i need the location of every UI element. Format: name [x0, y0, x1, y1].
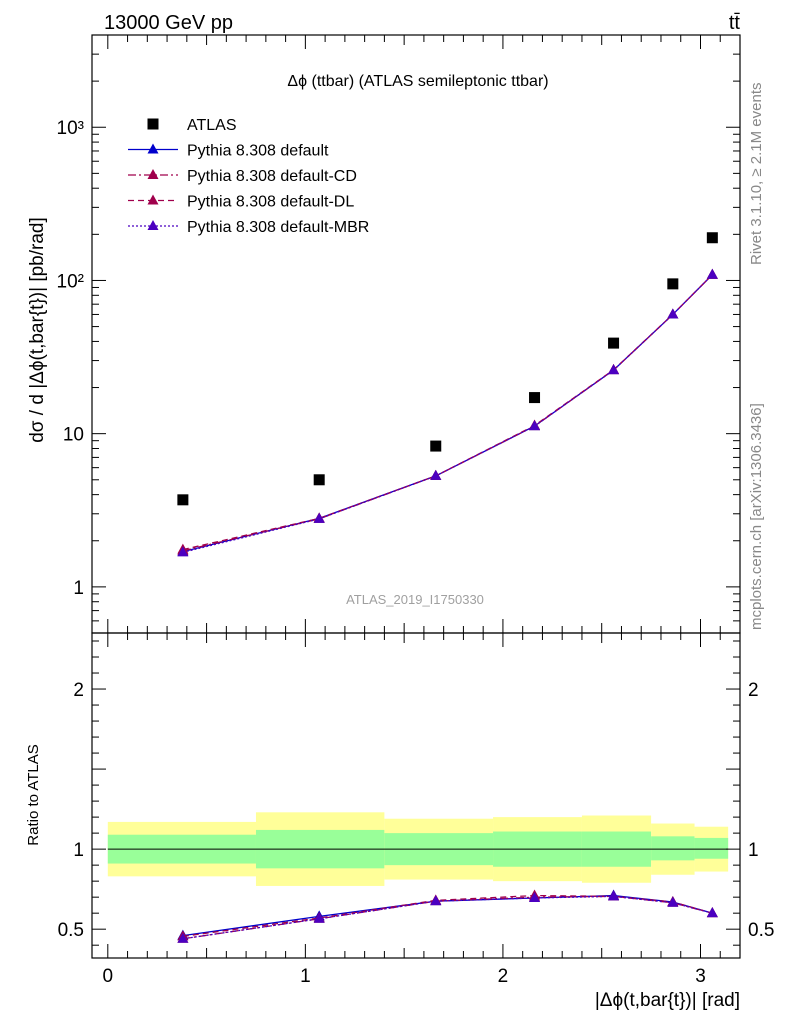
plot-title: Δϕ (ttbar) (ATLAS semileptonic ttbar) — [287, 73, 548, 90]
x-tick-label: 2 — [498, 966, 509, 987]
main-y-axis-label: dσ / d |Δϕ(t,bar{t})| [pb/rad] — [27, 217, 48, 443]
main-point — [430, 440, 442, 452]
process-label: tt̄ — [729, 12, 741, 34]
rivet-label: Rivet 3.1.10, ≥ 2.1M events — [748, 83, 765, 266]
legend: ATLAS Pythia 8.308 default Pythia 8.308 de… — [128, 117, 369, 236]
main-point — [177, 546, 189, 557]
main-point — [608, 337, 620, 349]
analysis-watermark: ATLAS_2019_I1750330 — [346, 592, 484, 607]
legend-item: Pythia 8.308 default-MBR — [128, 219, 369, 236]
legend-item: Pythia 8.308 default-DL — [128, 194, 354, 211]
legend-label: Pythia 8.308 default-MBR — [187, 219, 369, 236]
ratio-y-axis-label: Ratio to ATLAS — [25, 744, 42, 845]
main-y-tick-label: 10³ — [57, 118, 84, 139]
main-point — [608, 364, 620, 375]
energy-label: 13000 GeV pp — [104, 12, 233, 34]
main-point — [706, 232, 718, 244]
x-tick-label: 0 — [103, 966, 114, 987]
main-point — [177, 494, 189, 506]
legend-item: Pythia 8.308 default — [128, 143, 329, 160]
ratio-plot-area: 0.5 0.5 1 1 2 2 0 1 2 3 — [58, 632, 774, 987]
ratio-point — [177, 932, 189, 943]
legend-label: Pythia 8.308 default-CD — [187, 168, 357, 185]
ratio-panel: Ratio to ATLAS |Δϕ(t,bar{t})| [rad] 0.5 0… — [25, 632, 774, 1011]
main-y-tick-label: 10 — [63, 425, 84, 446]
legend-marker — [147, 194, 159, 205]
ratio-y-tick-label: 2 — [73, 680, 84, 701]
main-y-tick-label: 1 — [73, 578, 84, 599]
ratio-band-inner — [651, 836, 695, 861]
x-tick-label: 1 — [300, 966, 311, 987]
ratio-band-inner — [694, 837, 729, 859]
ratio-series-3 — [177, 890, 718, 943]
ratio-y-tick-label-right: 1 — [748, 840, 759, 861]
ratio-point — [430, 895, 442, 906]
main-point — [313, 512, 325, 523]
main-y-tick-label: 10² — [57, 271, 84, 292]
ratio-frame — [91, 632, 741, 959]
legend-label: ATLAS — [187, 117, 237, 134]
main-panel: Δϕ (ttbar) (ATLAS semileptonic ttbar) AT… — [27, 34, 741, 634]
main-point — [667, 308, 679, 319]
ratio-point — [608, 890, 620, 901]
legend-label: Pythia 8.308 default-DL — [187, 194, 354, 211]
legend-marker — [147, 118, 159, 130]
ratio-y-tick-label: 1 — [73, 840, 84, 861]
x-tick-label: 3 — [695, 966, 706, 987]
ratio-point — [706, 907, 718, 918]
x-axis-label: |Δϕ(t,bar{t})| [rad] — [595, 990, 740, 1011]
legend-marker — [147, 220, 159, 230]
main-point — [529, 392, 541, 404]
main-point — [430, 469, 442, 480]
ratio-point — [313, 912, 325, 923]
ratio-point — [667, 896, 679, 907]
main-plot-area: 1 10 10² 10³ — [57, 34, 741, 634]
legend-item: ATLAS — [147, 117, 237, 134]
legend-label: Pythia 8.308 default — [187, 143, 329, 160]
main-series-4 — [177, 268, 718, 557]
main-point — [529, 420, 541, 431]
main-point — [706, 268, 718, 279]
main-series-0 — [177, 232, 718, 506]
ratio-y-tick-label: 0.5 — [58, 920, 84, 941]
main-point — [667, 278, 679, 290]
ratio-y-tick-label-right: 2 — [748, 680, 759, 701]
legend-item: Pythia 8.308 default-CD — [128, 168, 357, 185]
ratio-y-tick-label-right: 0.5 — [748, 920, 774, 941]
mcplots-label: mcplots.cern.ch [arXiv:1306.3436] — [748, 403, 765, 630]
main-point — [313, 474, 325, 486]
ratio-point — [529, 891, 541, 902]
legend-marker — [147, 169, 159, 179]
legend-marker — [147, 143, 159, 154]
